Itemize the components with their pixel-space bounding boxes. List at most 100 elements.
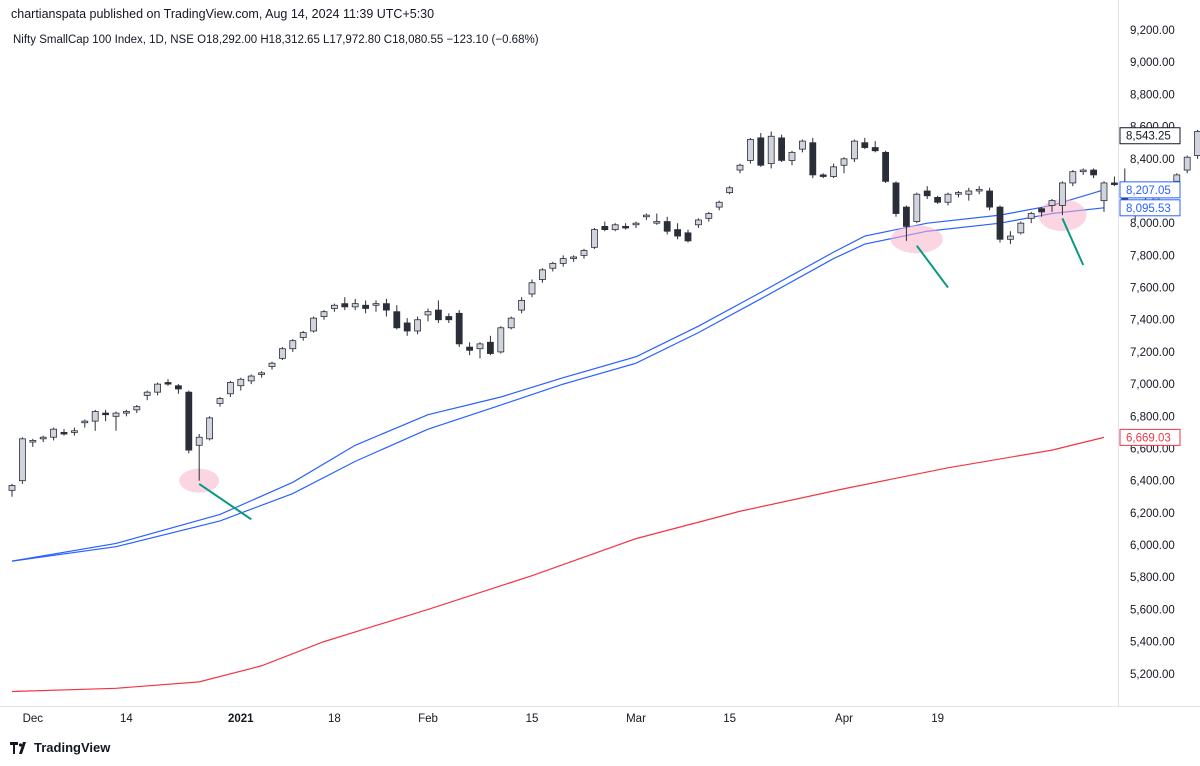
candle: [486, 335, 494, 356]
y-tick-label: 8,800.00: [1130, 89, 1175, 101]
candle: [195, 434, 203, 481]
candle: [601, 221, 609, 232]
candle: [278, 347, 286, 360]
candle-body: [497, 327, 505, 353]
candle-body: [726, 187, 733, 193]
candle: [570, 255, 577, 262]
candle-body: [601, 225, 609, 231]
candle-body: [996, 206, 1004, 240]
candle-body: [1090, 169, 1097, 176]
candle: [268, 361, 276, 370]
candle: [861, 137, 869, 150]
x-tick-label: 18: [328, 713, 341, 725]
candle-body: [351, 303, 359, 308]
candle-body: [539, 269, 546, 280]
candle: [840, 157, 848, 174]
candle: [986, 187, 993, 211]
candle: [362, 300, 370, 314]
candle: [206, 416, 214, 441]
x-tick-label: Feb: [418, 713, 438, 725]
candle: [944, 192, 952, 206]
candle: [247, 374, 255, 385]
candle-body: [71, 430, 78, 433]
candle-body: [570, 256, 577, 259]
candle-body: [330, 304, 338, 309]
candle-body: [518, 300, 525, 311]
candle: [123, 409, 130, 417]
candle-body: [143, 391, 151, 396]
candle-body: [871, 147, 879, 152]
y-tick-label: 6,600.00: [1130, 443, 1175, 455]
candle-body: [1100, 182, 1108, 202]
candlestick-chart[interactable]: 5,200.00 5,400.00 5,600.00 5,800.00 6,000.00…: [0, 0, 1200, 740]
candle: [455, 310, 463, 348]
candle: [767, 131, 775, 169]
candle: [174, 384, 182, 394]
candle: [497, 326, 505, 354]
candle: [310, 316, 318, 333]
candle-body: [445, 316, 453, 321]
candle-body: [216, 398, 224, 404]
price-label-text: 8,095.53: [1126, 203, 1171, 215]
candle: [778, 134, 785, 163]
candle-body: [861, 142, 869, 148]
candle-body: [1027, 213, 1035, 219]
candle-body: [393, 311, 401, 329]
candle-body: [715, 201, 723, 208]
candle: [71, 427, 78, 436]
candle: [1038, 207, 1045, 217]
candle: [393, 305, 401, 330]
candle-body: [185, 391, 193, 451]
candle: [424, 308, 432, 322]
candle: [330, 303, 338, 312]
candle-body: [341, 303, 349, 308]
y-tick-label: 6,400.00: [1130, 476, 1175, 488]
candle-body: [195, 436, 203, 446]
y-tick-label: 6,200.00: [1130, 508, 1175, 520]
candle: [403, 318, 411, 336]
x-tick-label: 15: [526, 713, 539, 725]
candle: [892, 181, 900, 217]
ma-red-line: [11, 436, 1105, 693]
candle-body: [372, 303, 380, 306]
candle-body: [1059, 182, 1066, 206]
price-axis[interactable]: [1118, 0, 1200, 706]
y-tick-label: 5,800.00: [1130, 572, 1175, 584]
candle: [799, 139, 806, 153]
candle: [1059, 181, 1066, 216]
candle: [611, 223, 619, 232]
candle: [1079, 168, 1087, 175]
candle: [674, 223, 681, 240]
candle-body: [757, 137, 765, 166]
candle: [934, 195, 941, 204]
candle-body: [1007, 235, 1014, 240]
candle-body: [1183, 156, 1191, 171]
candle: [975, 186, 983, 195]
candle: [643, 213, 650, 220]
candle: [851, 139, 858, 163]
x-tick-label: 19: [931, 713, 944, 725]
candle-body: [1173, 174, 1181, 182]
price-label-box: [1119, 428, 1181, 446]
candle-body: [549, 263, 557, 269]
candle-body: [112, 412, 120, 417]
candle-body: [830, 166, 837, 177]
candle: [50, 427, 57, 441]
candle: [622, 223, 629, 230]
candle-body: [310, 317, 318, 332]
candle: [143, 390, 151, 401]
candle-body: [362, 304, 370, 309]
footer-brand[interactable]: TradingView: [10, 740, 110, 755]
candle-body: [674, 229, 681, 237]
price-label-box: [1119, 199, 1181, 217]
candle-body: [403, 322, 411, 332]
candle: [154, 382, 162, 396]
candle: [913, 192, 921, 224]
candle-body: [923, 190, 931, 197]
y-tick-label: 5,200.00: [1130, 669, 1175, 681]
tradingview-logo-icon: [10, 741, 26, 754]
symbol-legend: Nifty SmallCap 100 Index, 1D, NSE O18,29…: [13, 34, 539, 46]
candle-body: [247, 375, 255, 382]
candle-body: [18, 438, 26, 482]
candle: [18, 437, 26, 484]
